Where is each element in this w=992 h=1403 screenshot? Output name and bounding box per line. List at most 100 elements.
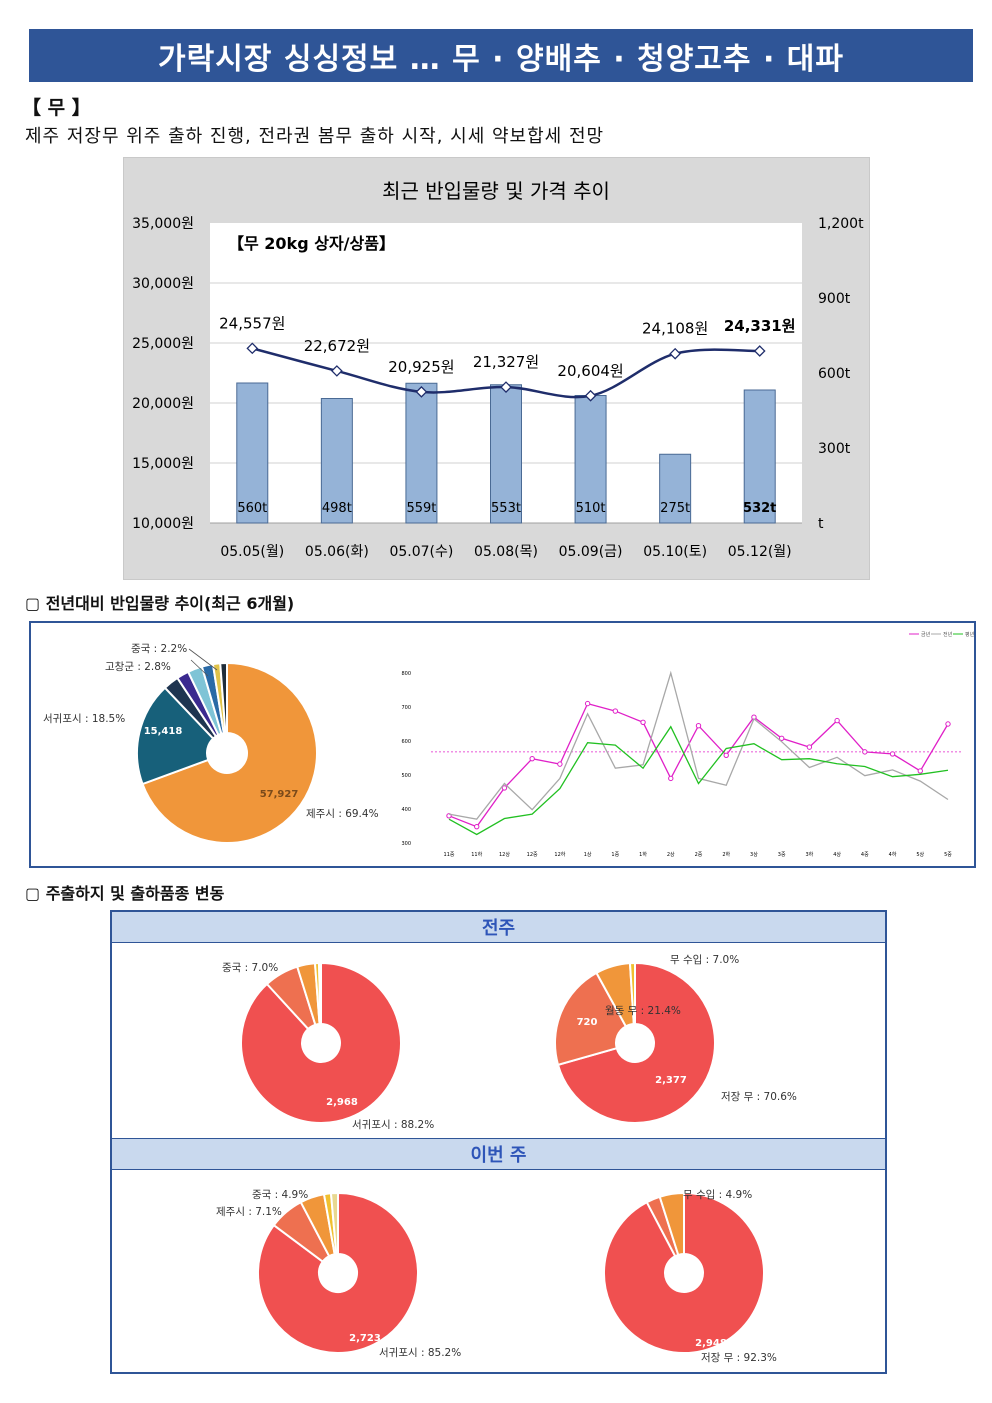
slice-label: 월동 무 : 21.4% — [605, 1005, 681, 1017]
price-label: 24,108원 — [642, 320, 708, 338]
pie-slice — [658, 1191, 685, 1257]
series-line — [448, 725, 949, 836]
series-line — [448, 670, 949, 820]
price-point — [330, 365, 343, 377]
slice-label: 중국 : 2.2% — [131, 643, 187, 655]
pie-slice — [257, 1191, 419, 1354]
this-week-variety-pie: 2,948 저장 무 : 92.3% 무 수입 : 4.9% — [603, 1188, 777, 1364]
volume-bar — [236, 382, 269, 524]
slice-value: 2,968 — [326, 1097, 358, 1108]
banner-title: 가락시장 싱싱정보 … 무 · 양배추 · 청양고추 · 대파 — [158, 41, 844, 77]
this-week-origin-pie: 2,723 서귀포시 : 85.2% 제주시 : 7.1% 중국 : 4.9% — [216, 1189, 461, 1359]
series-point — [945, 721, 951, 727]
series-point — [862, 749, 868, 755]
slice-label: 서귀포시 : 88.2% — [352, 1119, 434, 1131]
x-tick: 2상 — [667, 851, 675, 858]
x-tick: 11중 — [444, 852, 455, 858]
series-point — [834, 717, 840, 724]
pie-slice — [240, 961, 402, 1124]
slice-value: 2,948 — [695, 1338, 727, 1349]
series-point — [501, 785, 508, 791]
x-tick: 11하 — [471, 851, 482, 858]
price-point — [584, 389, 597, 402]
series-point — [695, 723, 702, 729]
slice-label: 서귀포시 : 18.5% — [43, 713, 125, 725]
x-tick: 05.08(목) — [474, 544, 538, 560]
series-line — [448, 702, 949, 828]
section-tag: 【 무 】 — [22, 97, 91, 119]
volume-bar — [659, 453, 692, 524]
series-point — [723, 752, 729, 758]
volume-label: 553t — [491, 501, 521, 516]
series-point — [889, 751, 896, 757]
y-left-tick: 35,000원 — [132, 216, 194, 232]
series-point — [640, 719, 646, 726]
legend-label: 평년 — [965, 631, 974, 638]
x-tick: 4중 — [861, 852, 869, 858]
origin-pie-chart: 57,927 15,418 제주시 : 69.4% 서귀포시 : 18.5% 고창군 :… — [43, 643, 379, 844]
market-summary: 제주 저장무 위주 출하 진행, 전라권 봄무 출하 시작, 시세 약보합세 전… — [25, 126, 605, 147]
chart-title: 최근 반입물량 및 가격 추이 — [382, 179, 610, 203]
x-tick: 4상 — [833, 851, 841, 858]
pie-slice — [556, 961, 716, 1124]
price-label: 20,604원 — [557, 362, 623, 380]
y-left-tick: 15,000원 — [132, 456, 194, 472]
price-label: 20,925원 — [388, 358, 454, 376]
series-point — [917, 768, 923, 774]
x-tick: 05.07(수) — [389, 544, 453, 560]
series-point — [668, 775, 674, 782]
x-tick: 5상 — [916, 851, 924, 858]
band-last-week: 전주 — [112, 912, 885, 943]
price-point — [415, 386, 428, 398]
y-tick: 700 — [401, 705, 411, 711]
price-point — [753, 345, 766, 357]
slice-label: 저장 무 : 92.3% — [701, 1352, 777, 1364]
price-label: 24,557원 — [219, 314, 285, 332]
x-tick: 05.12(월) — [728, 544, 792, 560]
price-volume-chart-panel: 최근 반입물량 및 가격 추이 35,000원 30,000원 25,000원 20,0… — [123, 157, 870, 580]
pie-slice — [136, 686, 215, 786]
last-week-variety-pie: 2,377 720 저장 무 : 70.6% 월동 무 : 21.4% 무 수입 : 7… — [554, 953, 797, 1124]
y-tick: 600 — [401, 739, 411, 745]
price-label: 24,331원 — [724, 317, 796, 335]
slice-value: 15,418 — [144, 726, 183, 737]
x-tick: 05.10(토) — [643, 544, 707, 560]
slice-label: 서귀포시 : 85.2% — [379, 1347, 461, 1359]
volume-label: 510t — [576, 501, 606, 516]
volume-label: 560t — [237, 501, 267, 516]
pie-slice — [219, 661, 228, 735]
leader-line — [188, 648, 218, 671]
volume-label: 498t — [322, 501, 352, 516]
y-tick: 400 — [401, 807, 411, 813]
x-tick: 5중 — [944, 852, 952, 858]
series-point — [474, 823, 480, 830]
x-tick: 05.05(월) — [220, 544, 284, 560]
slice-label: 무 수입 : 4.9% — [683, 1188, 752, 1201]
series-point — [778, 735, 785, 741]
volume-label: 275t — [660, 501, 690, 516]
slice-value: 720 — [577, 1017, 598, 1028]
y-tick: 300 — [401, 841, 411, 847]
pie-slice — [603, 1191, 765, 1354]
slice-label: 중국 : 7.0% — [222, 962, 278, 974]
slice-label: 고창군 : 2.8% — [105, 661, 171, 673]
x-tick: 12중 — [527, 852, 538, 858]
series-point — [557, 761, 563, 767]
yoy-panel: 57,927 15,418 제주시 : 69.4% 서귀포시 : 18.5% 고창군 :… — [29, 621, 976, 868]
price-point — [246, 342, 259, 355]
x-tick: 2하 — [722, 851, 730, 858]
last-week-origin-pie: 2,968 서귀포시 : 88.2% 중국 : 7.0% — [222, 961, 434, 1131]
x-tick: 05.09(금) — [559, 544, 623, 560]
pie-slice — [628, 961, 636, 1026]
slice-label: 무 수입 : 7.0% — [670, 953, 739, 966]
y-right-tick: 300t — [818, 441, 851, 457]
y-left-tick: 30,000원 — [132, 276, 194, 292]
y-right-tick: 1,200t — [818, 216, 864, 232]
x-tick: 05.06(화) — [305, 544, 369, 560]
volume-label: 532t — [743, 501, 776, 516]
yoy-heading: ▢ 전년대비 반입물량 추이(최근 6개월) — [25, 594, 295, 613]
y-left-tick: 20,000원 — [132, 396, 194, 412]
slice-label: 제주시 : 69.4% — [306, 808, 379, 820]
slice-value: 57,927 — [260, 789, 299, 800]
origin-heading: ▢ 주출하지 및 출하품종 변동 — [25, 884, 225, 903]
